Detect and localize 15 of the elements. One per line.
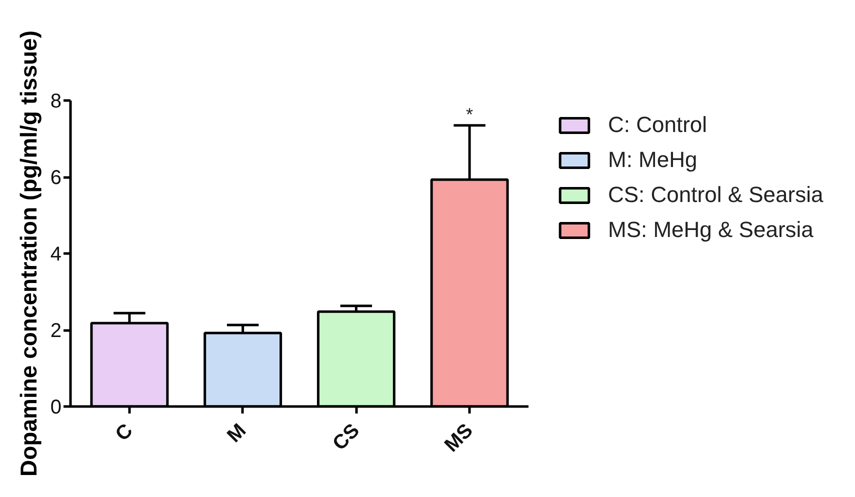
- legend-label: CS: Control & Searsia: [608, 182, 824, 208]
- x-tick-label: C: [111, 420, 138, 446]
- y-tick-label: 4: [50, 244, 62, 266]
- x-tick-label: M: [223, 420, 251, 448]
- legend-label: C: Control: [608, 112, 708, 138]
- y-tick-label: 2: [50, 320, 62, 342]
- x-tick-label: CS: [328, 420, 364, 455]
- y-axis-title: Dopamine concentration (pg/ml/g tissue): [15, 30, 42, 476]
- y-tick-label: 8: [50, 90, 62, 112]
- y-tick-label: 6: [50, 167, 62, 189]
- x-tick-label: MS: [440, 420, 478, 456]
- legend-label: MS: MeHg & Searsia: [608, 217, 814, 243]
- annotation: *: [466, 104, 474, 124]
- legend-label: M: MeHg: [608, 147, 698, 173]
- y-tick-label: 0: [50, 396, 62, 418]
